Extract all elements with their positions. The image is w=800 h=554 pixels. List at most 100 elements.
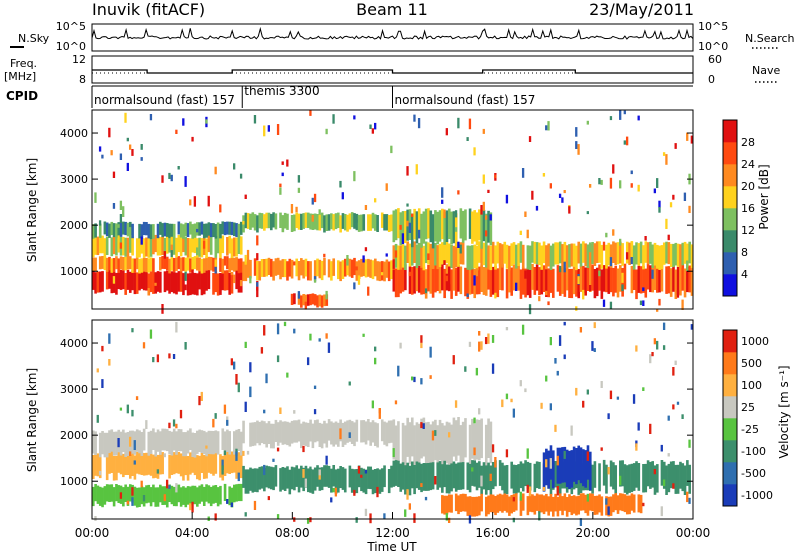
heat-cell [547, 243, 550, 267]
site-title: Inuvik (fitACF) [92, 0, 205, 19]
heat-cell [528, 462, 532, 491]
heat-cell [300, 423, 303, 449]
colorbar-swatch [723, 484, 737, 507]
heat-cell [316, 465, 319, 487]
heat-cell [441, 264, 444, 291]
heat-speckle [434, 430, 437, 436]
heat-cell [450, 211, 453, 244]
heat-speckle [424, 288, 428, 294]
heat-speckle [233, 274, 236, 284]
heat-speckle [128, 436, 132, 447]
heat-cell [676, 243, 680, 267]
heat-cell [568, 494, 571, 513]
heat-speckle [420, 342, 423, 349]
heat-cell [235, 257, 238, 271]
heat-speckle [443, 260, 446, 265]
heat-speckle [662, 345, 666, 350]
heat-cell [369, 422, 372, 446]
heat-cell [200, 273, 204, 296]
heat-cell [295, 212, 299, 228]
heat-speckle [417, 229, 421, 239]
heat-speckle [276, 447, 280, 452]
heat-speckle [348, 381, 351, 386]
heat-cell [184, 257, 188, 272]
heat-cell [182, 273, 185, 296]
heat-cell [207, 234, 211, 253]
heat-cell [457, 243, 460, 267]
heat-speckle [642, 287, 645, 292]
heat-cell [122, 236, 125, 256]
heat-speckle [556, 370, 559, 376]
y-tick-label: 2000 [60, 219, 88, 232]
heat-speckle [408, 222, 411, 233]
heat-cell [101, 487, 104, 508]
heat-cell [475, 245, 479, 271]
heat-cell [690, 244, 694, 268]
heat-cell [318, 422, 322, 447]
heat-cell [491, 241, 495, 264]
heat-speckle [378, 408, 381, 414]
heat-speckle [605, 232, 608, 238]
heat-cell [246, 259, 250, 278]
heat-cell [244, 261, 248, 282]
heat-cell [480, 265, 483, 292]
heat-cell [408, 422, 412, 465]
heat-cell [621, 460, 624, 487]
heat-speckle [286, 372, 289, 378]
heat-cell [309, 419, 312, 442]
heat-cell [535, 493, 539, 511]
heat-cell [124, 221, 127, 236]
heat-cell [246, 469, 250, 494]
heat-cell [172, 272, 176, 294]
heat-cell [323, 215, 326, 233]
heat-cell [508, 245, 511, 271]
heat-cell [473, 244, 477, 269]
heat-speckle [364, 247, 368, 252]
heat-cell [549, 493, 553, 512]
heat-cell [505, 269, 509, 299]
heat-speckle [205, 445, 208, 449]
heat-cell [498, 493, 502, 512]
heat-cell [108, 269, 111, 289]
heat-cell [267, 212, 271, 229]
heat-cell [584, 243, 587, 267]
heat-cell [274, 419, 278, 442]
heat-cell [191, 432, 195, 457]
heat-cell [283, 467, 287, 491]
heat-cell [256, 261, 259, 281]
heat-cell [436, 425, 440, 470]
heat-cell [630, 266, 634, 294]
heat-cell [320, 423, 324, 449]
heat-speckle [214, 513, 217, 521]
heat-cell [674, 464, 678, 494]
heat-cell [161, 256, 164, 269]
heat-cell [542, 452, 546, 492]
heat-cell [468, 496, 472, 516]
heat-cell [487, 210, 490, 243]
heat-cell [126, 270, 130, 290]
heat-speckle [454, 227, 458, 232]
heat-speckle [191, 136, 194, 142]
heat-cell [92, 224, 95, 239]
heat-cell [237, 429, 241, 451]
heat-cell [200, 221, 204, 235]
heat-speckle [126, 404, 129, 414]
heat-cell [510, 495, 513, 514]
heat-cell [306, 294, 310, 306]
heat-speckle [383, 513, 386, 519]
heat-cell [108, 430, 111, 454]
heat-speckle [431, 430, 435, 441]
heat-speckle [233, 361, 236, 370]
heat-cell [198, 455, 201, 481]
heat-cell [219, 273, 222, 295]
heat-speckle [380, 272, 384, 276]
heat-cell [216, 487, 220, 507]
heat-cell [609, 460, 613, 487]
heat-cell [219, 223, 222, 239]
heat-cell [478, 209, 481, 241]
heat-cell [505, 465, 509, 495]
heat-cell [348, 419, 352, 442]
heat-cell [528, 268, 532, 298]
heat-cell [431, 421, 435, 463]
heat-cell [450, 269, 453, 299]
